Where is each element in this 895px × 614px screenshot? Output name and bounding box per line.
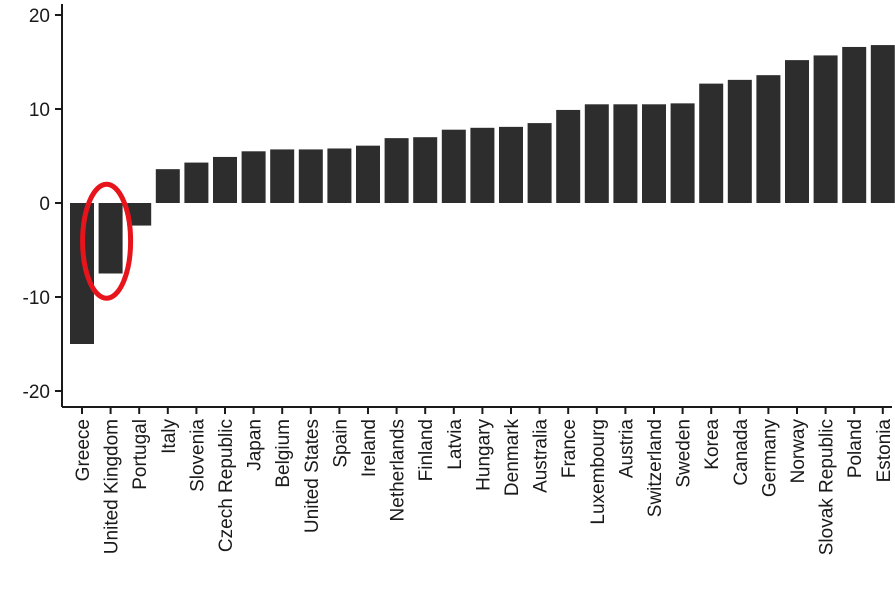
x-tick-label: Luxembourg (588, 419, 609, 525)
bar-hungary (470, 127, 495, 203)
bar-japan (241, 151, 266, 203)
bar-germany (756, 75, 781, 203)
bar-luxembourg (584, 104, 609, 203)
x-tick-label: Greece (73, 419, 94, 481)
x-tick-label: Estonia (874, 419, 895, 483)
bar-slovak-republic (813, 55, 838, 203)
y-tick-label: 10 (29, 100, 50, 121)
bar-finland (413, 137, 438, 203)
bar-norway (785, 60, 809, 204)
x-ticks: Greece United Kingdom Portugal Italy Sloveni… (73, 407, 895, 555)
x-tick-label: Norway (788, 419, 809, 484)
x-tick-label: Belgium (273, 419, 294, 488)
x-tick-label: Ireland (359, 419, 380, 477)
bar-italy (155, 169, 180, 203)
x-tick-label: France (559, 419, 580, 478)
bar-united-states (298, 149, 323, 203)
x-tick-label: Czech Republic (216, 419, 237, 552)
bar-australia (527, 123, 552, 203)
bar-canada (727, 79, 752, 203)
x-tick-label: Spain (330, 419, 351, 468)
x-tick-label: Australia (531, 419, 552, 493)
bar-korea (699, 83, 724, 203)
axes (61, 4, 892, 408)
y-tick-label: 0 (39, 194, 50, 215)
bar-ireland (356, 145, 380, 203)
x-tick-label: Switzerland (645, 419, 666, 517)
bar-latvia (441, 129, 466, 203)
annotations (80, 181, 134, 301)
bar-austria (613, 104, 638, 203)
x-tick-label: Sweden (674, 419, 695, 488)
y-tick-label: 20 (29, 6, 50, 27)
bar-spain (327, 148, 352, 203)
bar-switzerland (642, 104, 666, 203)
x-tick-label: Finland (416, 419, 437, 481)
x-tick-label: Canada (731, 419, 752, 486)
x-tick-label: Netherlands (388, 419, 409, 521)
bars (70, 45, 895, 344)
bar-czech-republic (213, 156, 237, 203)
x-tick-label: Austria (616, 419, 637, 479)
x-tick-label: Japan (245, 419, 266, 471)
x-tick-label: Germany (759, 419, 780, 498)
x-tick-label: Latvia (445, 419, 466, 470)
bar-belgium (270, 149, 295, 203)
bar-estonia (870, 45, 895, 203)
bar-france (556, 109, 581, 203)
bar-portugal (127, 203, 152, 226)
bar-poland (842, 46, 867, 204)
x-tick-label: Korea (702, 419, 723, 470)
y-tick-label: -20 (23, 382, 50, 403)
bar-denmark (499, 126, 523, 203)
x-tick-label: United Kingdom (102, 419, 123, 554)
x-tick-label: Portugal (130, 419, 151, 490)
x-tick-label: Hungary (473, 419, 494, 491)
x-tick-label: Slovenia (187, 419, 208, 492)
x-tick-label: United States (302, 419, 323, 533)
bar-united-kingdom (98, 203, 123, 274)
bar-slovenia (184, 162, 209, 203)
y-ticks: -20 -10 0 10 20 (23, 6, 62, 403)
x-tick-label: Denmark (502, 419, 523, 497)
y-tick-label: -10 (23, 288, 50, 309)
bar-netherlands (384, 138, 409, 203)
x-tick-label: Slovak Republic (817, 419, 838, 555)
x-tick-label: Italy (159, 419, 180, 454)
bar-sweden (670, 103, 695, 203)
x-tick-label: Poland (845, 419, 866, 478)
highlight-ellipse (80, 181, 134, 301)
